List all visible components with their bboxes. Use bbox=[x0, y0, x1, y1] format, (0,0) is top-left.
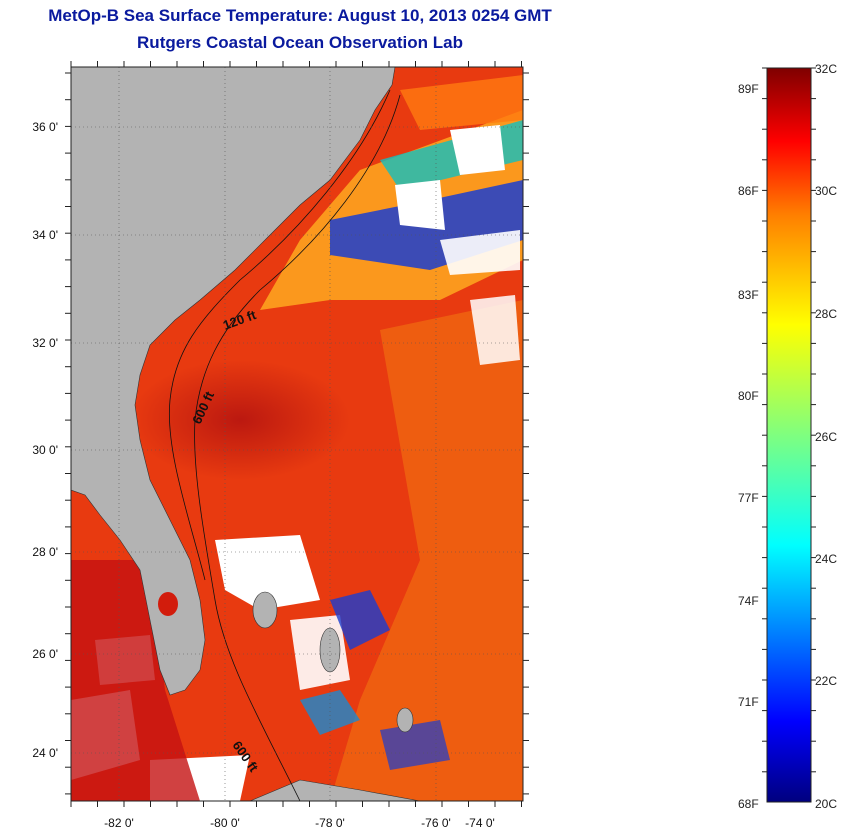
gulf-warm bbox=[71, 560, 200, 801]
lat-tick-label: 30 0' bbox=[32, 443, 58, 457]
map-panel: 120 ft 600 ft 600 ft bbox=[71, 67, 523, 801]
colorbar-c-label: 32C bbox=[815, 62, 838, 76]
lon-tick-label: -78 0' bbox=[315, 816, 345, 830]
colorbar-f-label: 68F bbox=[738, 797, 759, 811]
lake-okeechobee bbox=[158, 592, 178, 616]
lon-tick-label: -74 0' bbox=[465, 816, 495, 830]
lat-tick-label: 24 0' bbox=[32, 746, 58, 760]
bahamas-cold-3 bbox=[380, 720, 450, 770]
cloud-patch-1 bbox=[395, 180, 445, 230]
contour-120ft bbox=[168, 89, 391, 581]
cloud-patch-2 bbox=[450, 125, 505, 175]
land-island-2 bbox=[319, 627, 341, 673]
cloud-patch-5 bbox=[215, 535, 320, 610]
lat-tick-label: 32 0' bbox=[32, 336, 58, 350]
axis-ticks bbox=[65, 61, 529, 807]
colorbar-f-label: 77F bbox=[738, 491, 759, 505]
map-title: MetOp-B Sea Surface Temperature: August … bbox=[48, 6, 552, 25]
cloud-patch-4 bbox=[470, 295, 520, 365]
lon-tick-label: -80 0' bbox=[210, 816, 240, 830]
bahamas-cold-1 bbox=[330, 590, 390, 650]
colorbar-c-label: 24C bbox=[815, 552, 838, 566]
contour-600ft bbox=[194, 94, 401, 801]
colorbar-c-label: 28C bbox=[815, 307, 838, 321]
land-island-1 bbox=[252, 591, 278, 629]
colorbar-f-label: 86F bbox=[738, 184, 759, 198]
colorbar-f-label: 89F bbox=[738, 82, 759, 96]
colorbar bbox=[766, 67, 812, 803]
lat-tick-label: 28 0' bbox=[32, 545, 58, 559]
colorbar-f-label: 74F bbox=[738, 594, 759, 608]
cloud-patch-3 bbox=[440, 230, 520, 275]
ocean-warm-core bbox=[130, 360, 350, 480]
colorbar-c-label: 26C bbox=[815, 430, 838, 444]
colorbar-c-label: 20C bbox=[815, 797, 838, 811]
lat-tick-labels: 36 0' 34 0' 32 0' 30 0' 28 0' 26 0' 24 0… bbox=[32, 120, 58, 760]
gridlines bbox=[71, 67, 523, 801]
map-frame bbox=[70, 66, 524, 802]
lat-tick-label: 34 0' bbox=[32, 228, 58, 242]
north-warm bbox=[400, 75, 523, 130]
lon-tick-labels: -82 0' -80 0' -78 0' -76 0' -74 0' bbox=[104, 816, 495, 830]
lat-tick-label: 26 0' bbox=[32, 647, 58, 661]
lon-tick-label: -82 0' bbox=[104, 816, 134, 830]
colorbar-f-label: 80F bbox=[738, 389, 759, 403]
land-island-3 bbox=[396, 707, 414, 733]
colorbar-c-label: 22C bbox=[815, 674, 838, 688]
lat-tick-label: 36 0' bbox=[32, 120, 58, 134]
colorbar-f-label: 71F bbox=[738, 695, 759, 709]
colorbar-f-label: 83F bbox=[738, 288, 759, 302]
map-subtitle: Rutgers Coastal Ocean Observation Lab bbox=[137, 33, 463, 52]
bahamas-cold-2 bbox=[300, 690, 360, 735]
ocean-warm-east bbox=[330, 300, 523, 801]
colorbar-c-label: 30C bbox=[815, 184, 838, 198]
lon-tick-label: -76 0' bbox=[421, 816, 451, 830]
colorbar-ticks bbox=[762, 67, 816, 773]
